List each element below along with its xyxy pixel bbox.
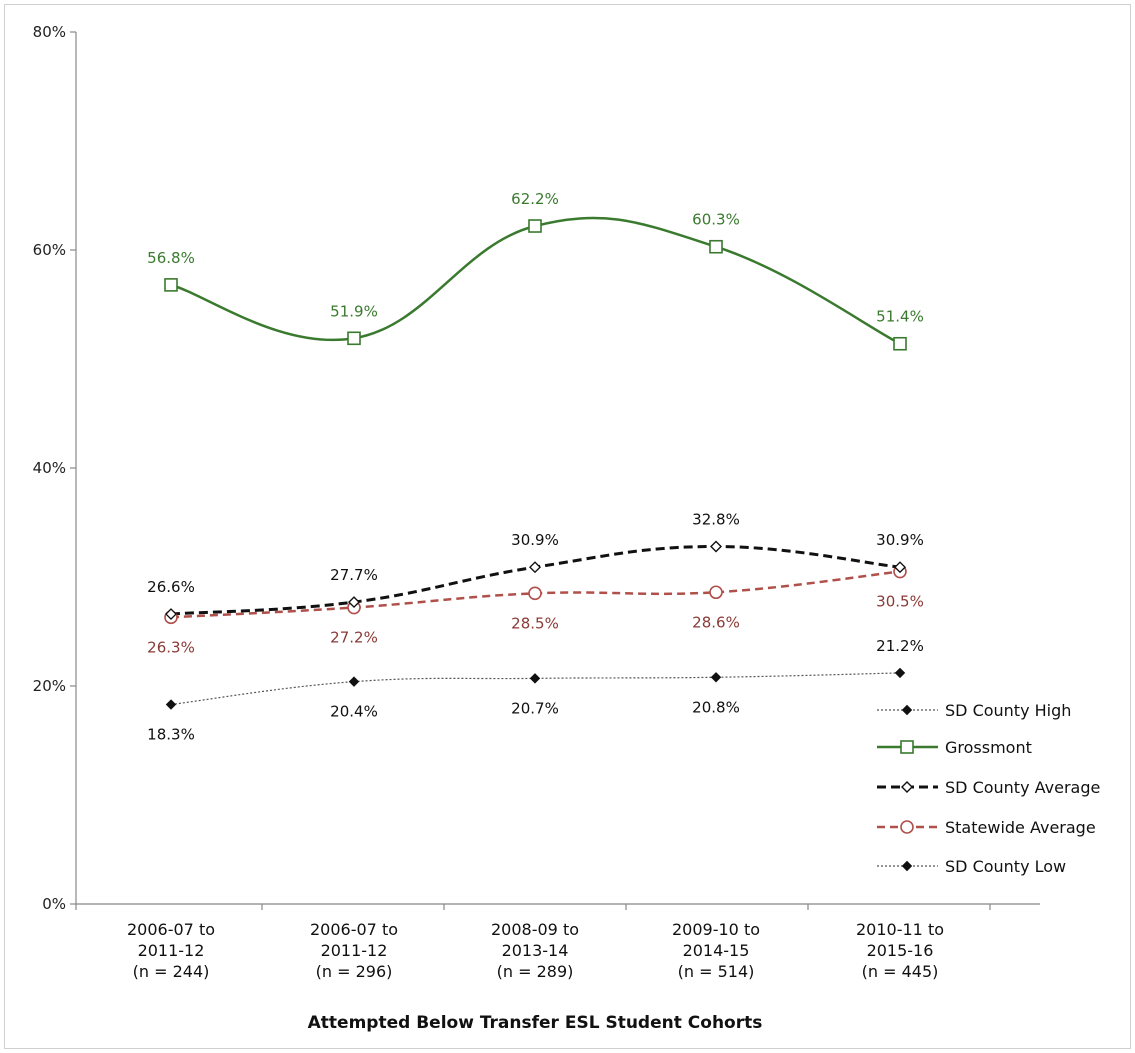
- legend-label: Grossmont: [945, 738, 1032, 757]
- grossmont-data-label: 56.8%: [147, 249, 195, 267]
- sd-county-average-marker: [894, 561, 906, 574]
- x-category-label: 2009-10 to 2014-15 (n = 514): [672, 920, 760, 981]
- sd-county-high-data-label: 20.7%: [511, 699, 559, 717]
- legend-label: SD County Low: [945, 857, 1066, 876]
- sd-county-average-data-label: 30.9%: [876, 531, 924, 549]
- x-category-line: (n = 445): [862, 962, 939, 981]
- legend-label: SD County High: [945, 701, 1071, 720]
- sd-county-high-data-label: 18.3%: [147, 726, 195, 744]
- grossmont-marker: [164, 278, 178, 292]
- sd-county-high-marker: [710, 672, 722, 683]
- sd-county-average-data-label: 32.8%: [692, 510, 740, 528]
- statewide-average-data-label: 27.2%: [330, 629, 378, 647]
- y-axis-ticks: 0% 20% 40% 60% 80%: [33, 23, 76, 913]
- x-category-line: 2011-12: [138, 941, 205, 960]
- x-category-line: (n = 514): [678, 962, 755, 981]
- legend-marker: [901, 704, 913, 716]
- grossmont-marker: [893, 336, 907, 351]
- sd-county-average-marker: [710, 540, 722, 553]
- statewide-average-data-label: 28.6%: [692, 613, 740, 631]
- grossmont-marker: [347, 331, 361, 346]
- legend: SD County High Grossmont SD County Average…: [877, 701, 1100, 876]
- x-category-label: 2008-09 to 2013-14 (n = 289): [491, 920, 579, 981]
- y-tick-label: 60%: [33, 241, 66, 259]
- grossmont-data-label: 62.2%: [511, 190, 559, 208]
- x-axis-title: Attempted Below Transfer ESL Student Coh…: [308, 1013, 763, 1033]
- sd-county-high-data-label: 20.4%: [330, 703, 378, 721]
- y-tick-label: 0%: [42, 895, 66, 913]
- sd-county-average-data-label: 30.9%: [511, 531, 559, 549]
- sd-county-high-marker: [165, 699, 177, 710]
- x-category-label: 2006-07 to 2011-12 (n = 296): [310, 920, 398, 981]
- x-category-line: (n = 289): [497, 962, 574, 981]
- sd-county-average-marker: [165, 608, 177, 621]
- legend-marker: [900, 740, 914, 754]
- y-tick-label: 40%: [33, 459, 66, 477]
- grossmont-marker: [709, 239, 723, 254]
- sd-county-high-data-label: 21.2%: [876, 637, 924, 655]
- y-tick-label: 80%: [33, 23, 66, 41]
- sd-county-high-data-label: 20.8%: [692, 698, 740, 716]
- data-labels: 18.3% 20.4% 20.7% 20.8% 21.2% 26.3% 27.2% 28.5%…: [147, 190, 924, 744]
- x-category-line: 2006-07 to: [310, 920, 398, 939]
- grossmont-data-label: 51.9%: [330, 302, 378, 320]
- sd-county-average-data-label: 26.6%: [147, 578, 195, 596]
- sd-county-high-marker: [894, 667, 906, 679]
- x-axis-categories: 2006-07 to 2011-12 (n = 244) 2006-07 to 2011…: [75, 904, 991, 981]
- x-category-line: 2008-09 to: [491, 920, 579, 939]
- legend-label: SD County Average: [945, 778, 1100, 797]
- x-category-line: 2009-10 to: [672, 920, 760, 939]
- x-category-line: (n = 296): [316, 962, 393, 981]
- x-category-label: 2006-07 to 2011-12 (n = 244): [127, 920, 215, 981]
- x-category-label: 2010-11 to 2015-16 (n = 445): [856, 920, 944, 981]
- statewide-average-marker: [709, 585, 723, 600]
- sd-county-average-marker: [529, 561, 541, 574]
- grossmont-data-label: 60.3%: [692, 211, 740, 229]
- x-category-line: 2015-16: [867, 941, 934, 960]
- sd-county-average-data-label: 27.7%: [330, 566, 378, 584]
- x-category-line: 2014-15: [683, 941, 750, 960]
- x-category-line: 2013-14: [502, 941, 569, 960]
- x-category-line: (n = 244): [133, 962, 210, 981]
- sd-county-average-line: [170, 544, 901, 616]
- x-category-line: 2010-11 to: [856, 920, 944, 939]
- statewide-average-data-label: 30.5%: [876, 593, 924, 611]
- sd-county-high-marker: [529, 673, 541, 684]
- sd-county-high-marker: [348, 676, 360, 687]
- legend-label: Statewide Average: [945, 818, 1096, 837]
- grossmont-line: [170, 216, 901, 345]
- statewide-average-data-label: 28.5%: [511, 614, 559, 632]
- statewide-average-marker: [528, 586, 542, 601]
- axes: [75, 32, 1040, 905]
- x-category-line: 2011-12: [321, 941, 388, 960]
- y-tick-label: 20%: [33, 677, 66, 695]
- legend-marker: [901, 781, 913, 793]
- legend-marker: [900, 820, 914, 834]
- grossmont-data-label: 51.4%: [876, 308, 924, 326]
- x-category-line: 2006-07 to: [127, 920, 215, 939]
- legend-marker: [901, 860, 913, 872]
- sd-county-average-marker: [348, 596, 360, 609]
- statewide-average-data-label: 26.3%: [147, 638, 195, 656]
- chart-frame: [4, 4, 1131, 1049]
- series-markers: [164, 219, 907, 710]
- grossmont-marker: [528, 219, 542, 233]
